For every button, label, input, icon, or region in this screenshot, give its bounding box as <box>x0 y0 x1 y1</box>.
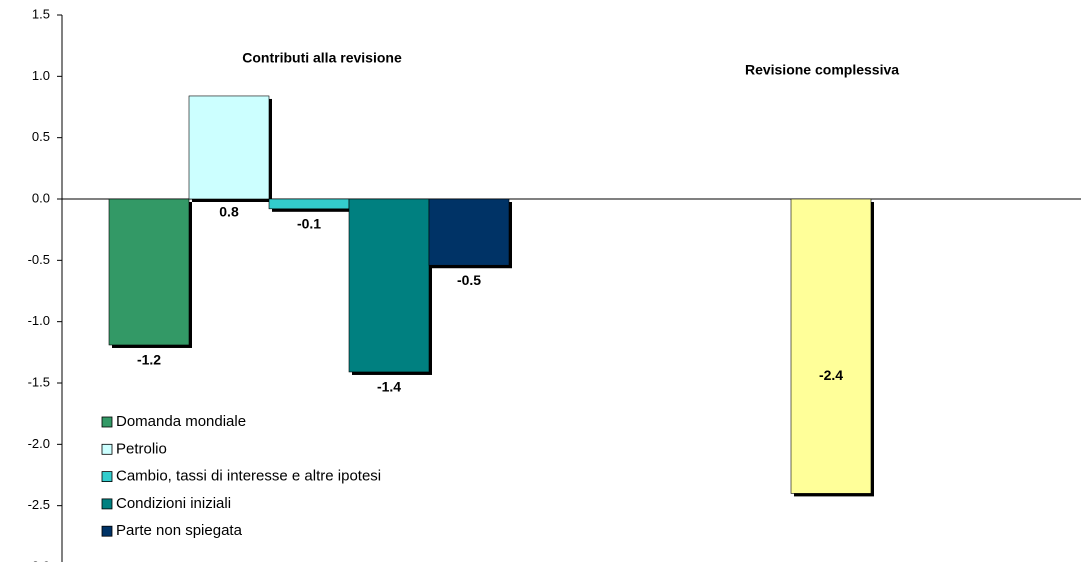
bar <box>428 198 510 266</box>
legend-swatch <box>101 443 113 455</box>
bar <box>348 198 430 373</box>
value-label: -1.2 <box>137 352 161 368</box>
y-tick-label: 1.5 <box>32 6 50 21</box>
y-tick-label: -2.0 <box>28 436 50 451</box>
legend-label: Domanda mondiale <box>116 413 246 430</box>
y-tick-label: -2.5 <box>28 497 50 512</box>
legend-label: Petrolio <box>116 440 167 457</box>
legend-label: Parte non spiegata <box>116 522 243 539</box>
annotation: Revisione complessiva <box>745 62 899 78</box>
y-tick-label: 0.5 <box>32 129 50 144</box>
legend-swatch <box>101 498 113 510</box>
legend-label: Condizioni iniziali <box>116 495 231 512</box>
bar <box>268 198 350 210</box>
bar <box>790 198 872 494</box>
value-label: -0.1 <box>297 216 321 232</box>
legend-swatch <box>101 416 113 428</box>
value-label: -2.4 <box>819 367 843 383</box>
annotation: Contributi alla revisione <box>242 50 402 66</box>
y-tick-label: -1.0 <box>28 313 50 328</box>
y-tick-label: 0.0 <box>32 190 50 205</box>
value-label: 0.8 <box>219 204 239 220</box>
legend-swatch <box>101 471 113 483</box>
y-tick-label: -3.0 <box>28 558 50 562</box>
legend-label: Cambio, tassi di interesse e altre ipote… <box>116 468 381 485</box>
y-tick-label: -1.5 <box>28 374 50 389</box>
y-tick-label: 1.0 <box>32 68 50 83</box>
legend-swatch <box>101 525 113 537</box>
value-label: -0.5 <box>457 272 481 288</box>
y-tick-label: -0.5 <box>28 252 50 267</box>
value-label: -1.4 <box>377 379 401 395</box>
bar <box>108 198 190 346</box>
bar <box>188 95 270 200</box>
